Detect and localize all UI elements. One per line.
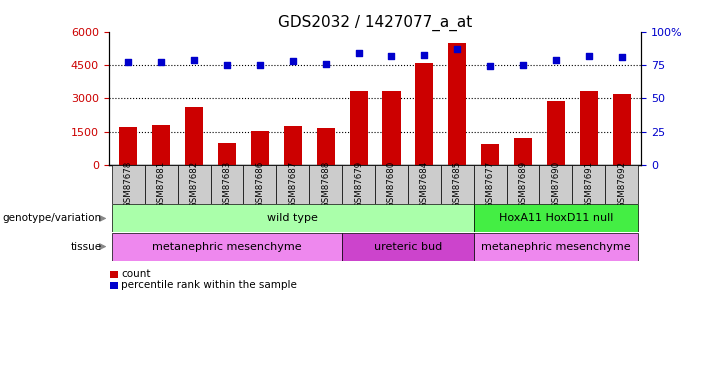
Text: wild type: wild type (267, 213, 318, 223)
Point (418, 51, 430, 57)
Text: GSM87678: GSM87678 (124, 161, 133, 208)
Text: GSM87680: GSM87680 (387, 161, 396, 208)
Bar (547, 100, 565, 165)
Bar (317, 128, 335, 165)
Text: GSM87685: GSM87685 (453, 161, 462, 208)
Point (287, 58, 299, 64)
Text: GSM87687: GSM87687 (288, 161, 297, 208)
Bar (112, 204, 474, 232)
Point (616, 54, 627, 60)
Point (484, 63, 496, 69)
Bar (112, 232, 342, 261)
Bar (441, 165, 474, 204)
Bar (284, 126, 302, 165)
Text: GSM87682: GSM87682 (190, 161, 198, 208)
Bar (580, 91, 598, 165)
Text: GSM87684: GSM87684 (420, 161, 429, 208)
Point (156, 60, 167, 66)
Point (583, 53, 594, 59)
Title: GDS2032 / 1427077_a_at: GDS2032 / 1427077_a_at (278, 14, 472, 30)
Bar (119, 127, 137, 165)
Text: metanephric mesenchyme: metanephric mesenchyme (152, 242, 302, 252)
Point (550, 57, 562, 63)
Bar (474, 232, 638, 261)
Text: GSM87688: GSM87688 (321, 161, 330, 208)
Bar (572, 165, 605, 204)
Bar (152, 125, 170, 165)
Bar (342, 165, 375, 204)
Text: tissue: tissue (71, 242, 102, 252)
Bar (408, 165, 441, 204)
Bar (243, 165, 276, 204)
Point (254, 62, 266, 68)
Point (353, 50, 365, 56)
Point (451, 46, 463, 52)
Point (123, 60, 134, 66)
Bar (474, 204, 638, 232)
Text: GSM87689: GSM87689 (519, 161, 528, 208)
Text: GSM87677: GSM87677 (486, 161, 495, 208)
Bar (507, 165, 540, 204)
Point (320, 61, 332, 67)
Text: count: count (121, 269, 151, 279)
Bar (145, 165, 178, 204)
Bar (605, 165, 638, 204)
Text: genotype/variation: genotype/variation (3, 213, 102, 223)
Bar (276, 165, 309, 204)
Text: GSM87683: GSM87683 (222, 161, 231, 208)
Bar (375, 165, 408, 204)
Bar (514, 138, 532, 165)
Point (386, 53, 397, 59)
Point (189, 57, 200, 63)
Bar (613, 94, 631, 165)
Bar (112, 165, 145, 204)
Bar (481, 144, 499, 165)
Bar (251, 130, 269, 165)
Bar (218, 143, 236, 165)
Bar (383, 91, 400, 165)
Bar (210, 165, 243, 204)
Text: GSM87686: GSM87686 (255, 161, 264, 208)
Text: metanephric mesenchyme: metanephric mesenchyme (481, 242, 631, 252)
Text: percentile rank within the sample: percentile rank within the sample (121, 280, 297, 290)
Point (222, 62, 233, 68)
Point (517, 62, 529, 68)
Text: GSM87692: GSM87692 (617, 161, 626, 208)
Text: GSM87679: GSM87679 (354, 161, 363, 208)
Bar (448, 43, 466, 165)
Bar (540, 165, 572, 204)
Text: GSM87691: GSM87691 (585, 161, 593, 208)
Bar (185, 107, 203, 165)
Text: GSM87681: GSM87681 (157, 161, 165, 208)
Text: GSM87690: GSM87690 (552, 161, 560, 208)
Bar (178, 165, 210, 204)
Bar (415, 63, 433, 165)
Bar (474, 165, 507, 204)
Text: ureteric bud: ureteric bud (374, 242, 442, 252)
Text: HoxA11 HoxD11 null: HoxA11 HoxD11 null (498, 213, 613, 223)
Bar (309, 165, 342, 204)
Bar (350, 91, 367, 165)
Bar (342, 232, 474, 261)
